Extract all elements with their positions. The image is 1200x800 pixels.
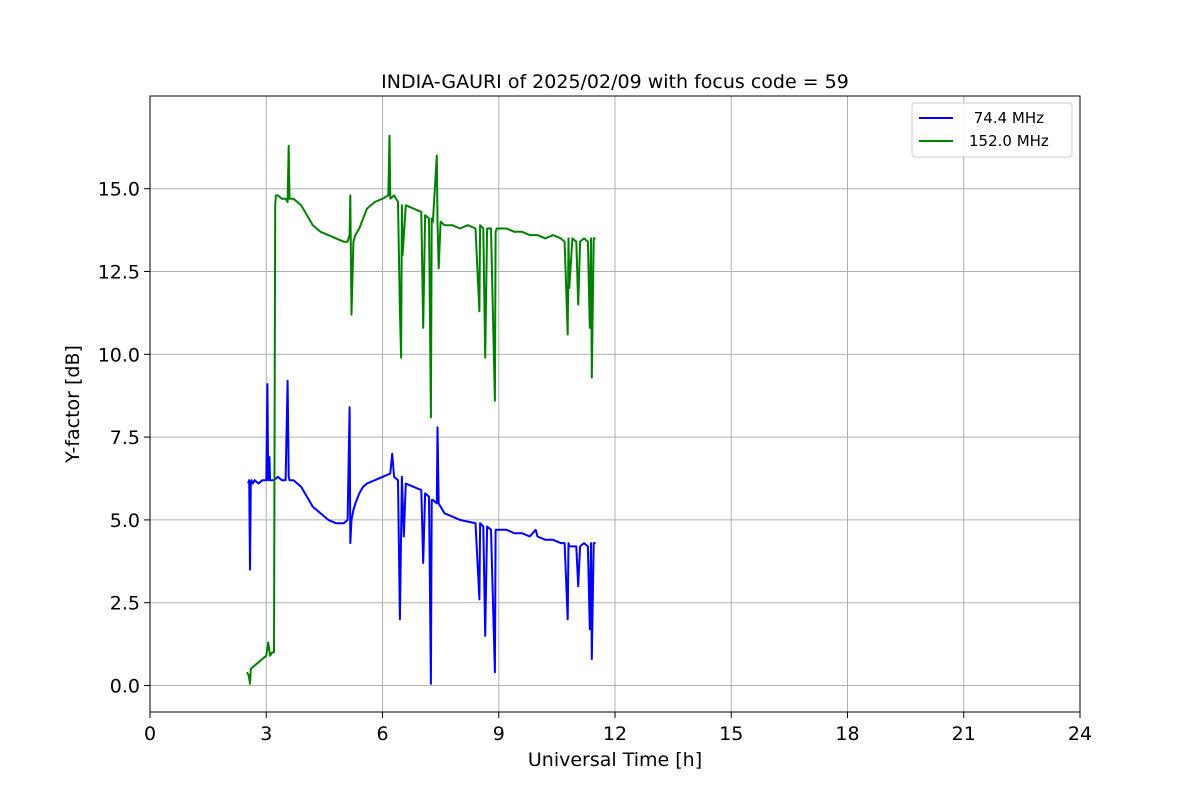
y-axis-label: Y-factor [dB] (62, 345, 84, 464)
legend-box (911, 102, 1073, 158)
chart-title: INDIA-GAURI of 2025/02/09 with focus cod… (381, 71, 849, 93)
legend-entry: 74.4 MHz (969, 109, 1044, 127)
y-tick-label: 2.5 (110, 593, 140, 615)
y-tick-label: 12.5 (98, 262, 140, 284)
x-tick-label: 12 (603, 723, 627, 745)
x-tick-label: 18 (835, 723, 859, 745)
legend-entry: 152.0 MHz (969, 132, 1049, 150)
x-tick-label: 24 (1068, 723, 1092, 745)
y-tick-label: 7.5 (110, 427, 140, 449)
series-line-74-4-mhz (247, 379, 596, 685)
x-axis-label: Universal Time [h] (528, 749, 702, 771)
x-tick-label: 6 (376, 723, 388, 745)
x-tick-label: 15 (719, 723, 743, 745)
ticks-layer: 0 3 6 9 12 15 18 21 24 0.0 2.5 5.0 7.5 10.0 12.5 15.0 (98, 179, 1092, 745)
x-tick-label: 3 (260, 723, 272, 745)
y-tick-label: 10.0 (98, 344, 140, 366)
y-tick-label: 15.0 (98, 179, 140, 201)
series-line-152-0-mhz (246, 134, 596, 685)
series-layer (246, 134, 596, 685)
y-tick-label: 0.0 (110, 676, 140, 698)
x-tick-label: 21 (952, 723, 976, 745)
y-tick-label: 5.0 (110, 510, 140, 532)
legend: 74.4 MHz 152.0 MHz (911, 102, 1073, 158)
x-tick-label: 9 (493, 723, 505, 745)
x-tick-label: 0 (144, 723, 156, 745)
